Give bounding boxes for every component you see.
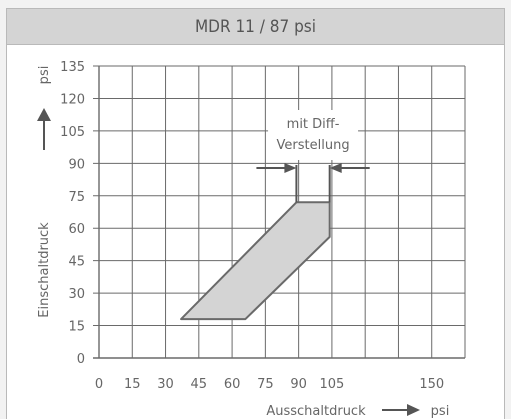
y-tick-label: 105 (60, 125, 85, 140)
y-tick-label: 45 (68, 255, 85, 270)
y-tick-labels: 0 15 30 45 60 75 90 105 120 135 (60, 60, 85, 367)
y-tick-label: 60 (68, 222, 85, 237)
x-tick-label: 0 (95, 377, 103, 392)
annotation-background (268, 110, 359, 160)
y-tick-label: 75 (68, 190, 85, 205)
annotation-line-1: mit Diff- (287, 117, 340, 132)
x-tick-label: 105 (319, 377, 344, 392)
x-tick-label: 90 (290, 377, 307, 392)
annotation-line-2: Verstellung (277, 138, 350, 153)
x-tick-label: 15 (124, 377, 141, 392)
chart-frame (6, 8, 505, 419)
x-tick-label: 30 (157, 377, 174, 392)
x-tick-label: 150 (419, 377, 444, 392)
y-tick-label: 120 (60, 92, 85, 107)
y-axis-label: Einschaltdruck (37, 222, 52, 318)
region-layer (180, 201, 331, 321)
x-tick-labels: 0 15 30 45 60 75 90 105 150 (95, 377, 444, 392)
x-tick-label: 45 (191, 377, 208, 392)
x-axis-title: Ausschaltdruck psi (266, 404, 449, 419)
grid (93, 65, 466, 359)
x-axis-label: Ausschaltdruck (266, 404, 366, 419)
y-axis-title: Einschaltdruck psi (37, 66, 52, 318)
operating-region (180, 201, 331, 321)
y-axis-unit: psi (37, 66, 52, 85)
x-axis-arrowhead-icon (407, 404, 420, 416)
annotation-layer: mit Diff- Verstellung (256, 110, 370, 203)
y-tick-label: 30 (68, 287, 85, 302)
y-tick-label: 15 (68, 320, 85, 335)
arrow-right-icon (284, 163, 297, 173)
x-tick-label: 60 (224, 377, 241, 392)
y-axis-arrowhead-icon (37, 108, 51, 121)
x-tick-label: 75 (257, 377, 274, 392)
chart-title: MDR 11 / 87 psi (6, 8, 505, 45)
x-axis-unit: psi (431, 404, 450, 419)
y-tick-label: 0 (77, 352, 85, 367)
y-tick-label: 135 (60, 60, 85, 75)
arrow-left-icon (329, 163, 342, 173)
y-tick-label: 90 (68, 157, 85, 172)
